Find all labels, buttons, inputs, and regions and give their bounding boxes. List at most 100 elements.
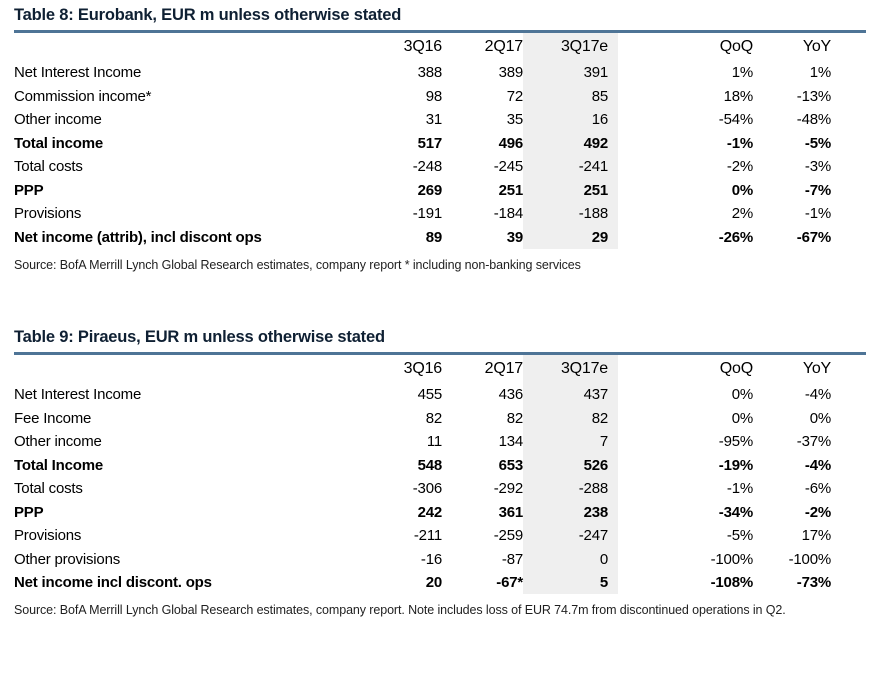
cell-qoq: 2% (731, 205, 753, 223)
cell-yoy: -4% (804, 386, 831, 403)
row-label: Net Interest Income (14, 386, 142, 403)
cell-3q16: 98 (425, 87, 442, 105)
column-header-3q17e: 3Q17e (523, 33, 618, 61)
table-9-source-note: Source: BofA Merrill Lynch Global Resear… (14, 603, 786, 618)
table-8-body: Net Interest Income 388 389 391 1% 1% Co… (14, 61, 866, 249)
cell-3q17e: -288 (523, 476, 618, 501)
row-label: Other provisions (14, 550, 121, 568)
cell-3q17e: 391 (523, 61, 618, 85)
cell-qoq: -1% (726, 134, 753, 152)
cell-2q17: -184 (493, 205, 523, 223)
cell-2q17: -292 (493, 480, 523, 497)
cell-2q17: -67* (496, 574, 523, 591)
row-label: Net Interest Income (14, 64, 142, 82)
cell-3q17e: 29 (523, 225, 618, 249)
cell-yoy: -13% (796, 87, 831, 105)
table-row: Provisions -211 -259 -247 -5% 17% (14, 523, 866, 548)
column-header-blank (14, 355, 352, 383)
row-label: Other income (14, 433, 102, 450)
cell-3q16: -191 (412, 205, 442, 223)
row-label: Total costs (14, 158, 83, 176)
cell-2q17: 361 (498, 503, 524, 521)
cell-yoy: -7% (804, 181, 831, 199)
cell-3q16: -16 (420, 550, 442, 568)
table-row: Other income 11 134 7 -95% -37% (14, 429, 866, 454)
cell-3q16: 82 (425, 409, 442, 427)
column-header-3q17e: 3Q17e (523, 354, 618, 383)
cell-3q16: 20 (425, 574, 442, 591)
row-label: Net income (attrib), incl discont ops (14, 228, 262, 246)
cell-2q17: 653 (498, 456, 524, 474)
row-label: Fee Income (14, 409, 92, 427)
cell-yoy: -67% (796, 228, 831, 246)
cell-qoq: -2% (726, 158, 753, 176)
cell-yoy: 0% (809, 409, 831, 427)
cell-yoy: 17% (801, 527, 832, 544)
cell-2q17: 134 (498, 433, 524, 450)
cell-3q16: 89 (425, 228, 442, 246)
cell-3q17e: -241 (523, 155, 618, 179)
cell-yoy: -1% (804, 205, 831, 223)
cell-2q17: -259 (493, 527, 523, 544)
cell-yoy: 1% (809, 64, 831, 82)
cell-3q17e: 238 (523, 500, 618, 524)
cell-qoq: -19% (718, 456, 753, 474)
cell-yoy: -3% (804, 158, 831, 176)
table-row: Total costs -306 -292 -288 -1% -6% (14, 476, 866, 501)
cell-qoq: -1% (726, 480, 753, 497)
cell-yoy: -100% (788, 550, 832, 568)
table-row: Total costs -248 -245 -241 -2% -3% (14, 155, 866, 179)
cell-3q16: 11 (426, 433, 442, 450)
table-8-source-note: Source: BofA Merrill Lynch Global Resear… (14, 258, 581, 272)
table-row: Net income (attrib), incl discont ops 89… (14, 225, 866, 249)
table-row: Other provisions -16 -87 0 -100% -100% (14, 547, 866, 571)
table-row: Fee Income 82 82 82 0% 0% (14, 406, 866, 430)
cell-3q16: 388 (417, 64, 443, 82)
row-label: Commission income* (14, 87, 152, 105)
cell-3q17e: 5 (523, 570, 618, 595)
cell-qoq: -26% (718, 228, 753, 246)
table-8-eurobank-section: Table 8: Eurobank, EUR m unless otherwis… (14, 6, 866, 275)
cell-qoq: -108% (710, 574, 754, 591)
row-label: Provisions (14, 527, 82, 544)
cell-3q16: 517 (417, 134, 443, 152)
table-8-title-rule (14, 30, 866, 33)
cell-yoy: -37% (796, 433, 831, 450)
row-label: Other income (14, 111, 102, 129)
table-9-header-row: 3Q16 2Q17 3Q17e QoQ YoY (14, 354, 866, 383)
table-row: Total Income 548 653 526 -19% -4% (14, 453, 866, 477)
row-label: Provisions (14, 205, 82, 223)
cell-yoy: -48% (796, 111, 831, 129)
cell-3q16: 269 (417, 181, 443, 199)
row-label: PPP (14, 181, 44, 199)
cell-2q17: 39 (506, 228, 523, 246)
cell-2q17: 389 (498, 64, 524, 82)
table-row: Provisions -191 -184 -188 2% -1% (14, 202, 866, 226)
cell-2q17: 436 (498, 386, 524, 403)
cell-2q17: 82 (506, 409, 523, 427)
table-8-title: Table 8: Eurobank, EUR m unless otherwis… (14, 6, 402, 24)
table-row: PPP 242 361 238 -34% -2% (14, 500, 866, 524)
cell-3q17e: 526 (523, 453, 618, 477)
cell-qoq: 0% (731, 386, 753, 403)
cell-qoq: -100% (710, 550, 754, 568)
cell-qoq: -34% (718, 503, 753, 521)
table-row: Net Interest Income 455 436 437 0% -4% (14, 382, 866, 407)
cell-3q16: -306 (412, 480, 442, 497)
cell-3q17e: 251 (523, 178, 618, 202)
row-label: Total costs (14, 480, 83, 497)
table-row: Other income 31 35 16 -54% -48% (14, 108, 866, 132)
cell-yoy: -2% (804, 503, 831, 521)
cell-3q17e: 437 (523, 382, 618, 407)
cell-3q16: 31 (425, 111, 442, 129)
cell-2q17: -87 (501, 550, 523, 568)
cell-3q16: 242 (417, 503, 443, 521)
row-label: Total Income (14, 456, 103, 474)
table-row: Net Interest Income 388 389 391 1% 1% (14, 61, 866, 85)
cell-3q17e: 0 (523, 547, 618, 571)
cell-2q17: 251 (498, 181, 524, 199)
research-report-page: Table 8: Eurobank, EUR m unless otherwis… (14, 6, 866, 618)
column-header-2q17: 2Q17 (484, 38, 524, 55)
cell-3q17e: 82 (523, 406, 618, 430)
table-row: Total income 517 496 492 -1% -5% (14, 131, 866, 155)
